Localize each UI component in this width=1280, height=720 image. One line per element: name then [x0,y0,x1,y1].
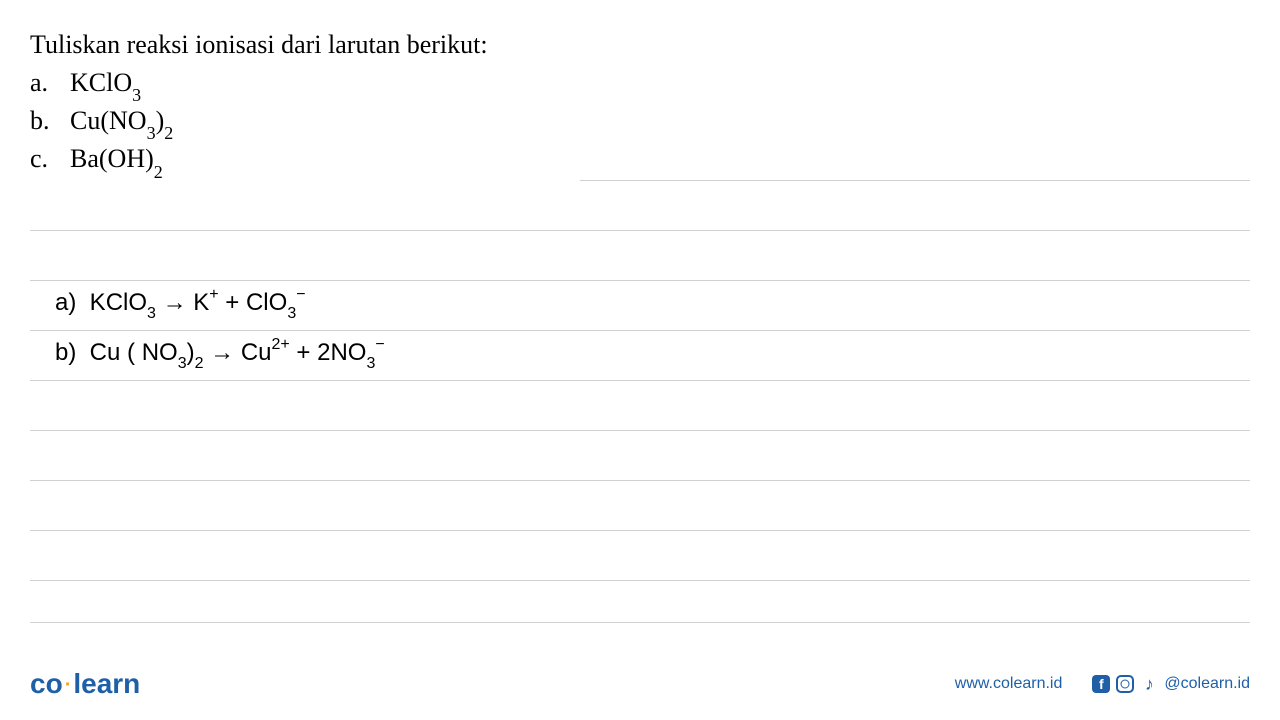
facebook-icon: f [1092,675,1110,693]
question-title: Tuliskan reaksi ionisasi dari larutan be… [30,30,1250,60]
question-item-c: c. Ba(OH)2 [30,144,1250,178]
social-links: f ♪ @colearn.id [1092,675,1250,693]
lined-paper-area: a) KClO3 → K+ + ClO3− b) Cu ( NO3)2 → Cu… [30,180,1250,640]
formula-a: KClO3 [70,68,141,102]
ruled-line [30,430,1250,431]
ruled-line [580,180,1250,181]
ruled-line [30,480,1250,481]
logo-co: co [30,668,63,699]
footer-right: www.colearn.id f ♪ @colearn.id [955,675,1250,693]
brand-logo: co·learn [30,668,140,700]
logo-dot: · [63,674,74,696]
ruled-line [30,530,1250,531]
ruled-line [30,280,1250,281]
question-list: a. KClO3 b. Cu(NO3)2 c. Ba(OH)2 [30,68,1250,179]
instagram-icon [1116,675,1134,693]
ruled-line [30,622,1250,623]
item-label: b. [30,106,70,136]
social-handle: @colearn.id [1164,675,1250,693]
item-label: a. [30,68,70,98]
ruled-line [30,330,1250,331]
question-item-a: a. KClO3 [30,68,1250,102]
question-item-b: b. Cu(NO3)2 [30,106,1250,140]
question-block: Tuliskan reaksi ionisasi dari larutan be… [0,0,1280,179]
ruled-line [30,580,1250,581]
formula-c: Ba(OH)2 [70,144,163,178]
ruled-line [30,380,1250,381]
ruled-line [30,230,1250,231]
footer: co·learn www.colearn.id f ♪ @colearn.id [30,668,1250,700]
handwritten-answer-b: b) Cu ( NO3)2 → Cu2+ + 2NO3− [55,338,385,371]
formula-b: Cu(NO3)2 [70,106,173,140]
tiktok-icon: ♪ [1140,675,1158,693]
item-label: c. [30,144,70,174]
handwritten-answer-a: a) KClO3 → K+ + ClO3− [55,288,306,321]
website-url: www.colearn.id [955,675,1063,693]
logo-learn: learn [73,668,140,699]
